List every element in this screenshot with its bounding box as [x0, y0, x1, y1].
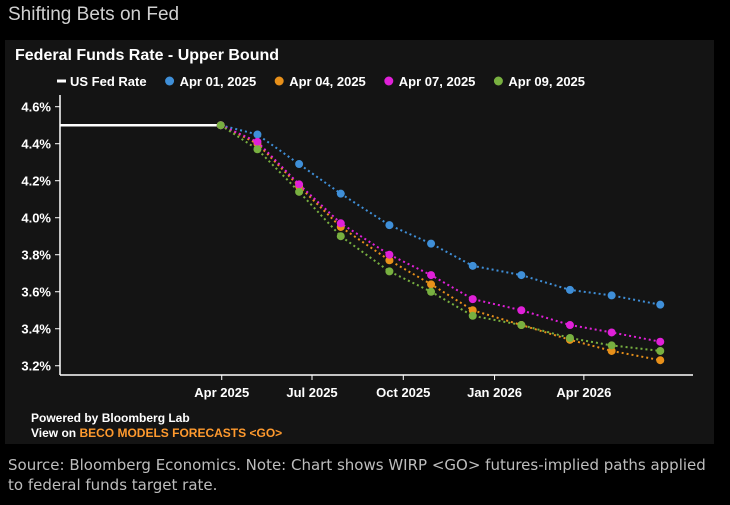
legend: US Fed Rate Apr 01, 2025 Apr 04, 2025 Apr 0…	[57, 74, 585, 89]
series-point	[295, 187, 304, 196]
series-point	[565, 285, 574, 294]
series-point	[468, 311, 477, 320]
series-line-1	[220, 124, 661, 306]
series-point	[607, 346, 616, 355]
view-on-text: View on BECO MODELS FORECASTS <GO>	[31, 426, 282, 440]
series-point	[517, 306, 526, 315]
legend-marker-dot	[493, 76, 503, 86]
fed-funds-chart: Federal Funds Rate - Upper Bound US Fed …	[15, 47, 693, 440]
y-tick-label: 3.8%	[21, 248, 51, 263]
view-on-prefix: View on	[31, 426, 79, 440]
series-point	[427, 280, 436, 289]
y-tick-label: 4.4%	[21, 137, 51, 152]
legend-label: US Fed Rate	[70, 74, 147, 89]
series-point	[385, 256, 394, 265]
headline: Shifting Bets on Fed	[8, 4, 180, 25]
legend-label: Apr 01, 2025	[180, 74, 257, 89]
y-axis: 3.2% 3.4% 3.6% 3.8% 4.0% 4.2% 4.4% 4.6%	[21, 95, 61, 375]
series-point	[336, 219, 345, 228]
series-point	[468, 261, 477, 270]
legend-label: Apr 04, 2025	[289, 74, 366, 89]
series-point	[385, 250, 394, 259]
series-point	[253, 145, 262, 154]
series-point	[427, 239, 436, 248]
series-point	[656, 356, 665, 365]
series-line-3	[220, 124, 661, 343]
legend-label: Apr 09, 2025	[508, 74, 585, 89]
series-point	[656, 300, 665, 309]
series-group	[60, 121, 665, 365]
series-point	[216, 121, 225, 130]
x-tick-label: Apr 2026	[556, 385, 611, 400]
x-axis: Apr 2025 Jul 2025 Oct 2025 Jan 2026 Apr 2026	[60, 374, 693, 400]
chart-title: Federal Funds Rate - Upper Bound	[15, 47, 279, 64]
y-tick-label: 3.4%	[21, 322, 51, 337]
series-point	[468, 295, 477, 304]
series-point	[253, 137, 262, 146]
x-tick-label: Jul 2025	[286, 385, 337, 400]
series-point	[607, 328, 616, 337]
series-point	[336, 232, 345, 241]
legend-marker-dot	[384, 76, 394, 86]
series-point	[517, 321, 526, 330]
series-point	[607, 291, 616, 300]
series-point	[565, 321, 574, 330]
x-tick-label: Apr 2025	[194, 385, 249, 400]
series-point	[427, 271, 436, 280]
series-point	[336, 189, 345, 198]
x-tick-label: Oct 2025	[376, 385, 430, 400]
series-point	[607, 341, 616, 350]
series-point	[656, 346, 665, 355]
series-point	[656, 337, 665, 346]
powered-by-text: Powered by Bloomberg Lab	[31, 411, 190, 425]
y-tick-label: 4.2%	[21, 174, 51, 189]
series-point	[385, 221, 394, 230]
x-tick-label: Jan 2026	[467, 385, 522, 400]
series-point	[385, 267, 394, 276]
legend-label: Apr 07, 2025	[399, 74, 476, 89]
series-line-4	[220, 124, 661, 352]
y-tick-label: 4.0%	[21, 211, 51, 226]
series-point	[295, 180, 304, 189]
series-line-2	[220, 124, 661, 362]
series-point	[468, 306, 477, 315]
y-tick-label: 3.6%	[21, 285, 51, 300]
chart-panel: Federal Funds Rate - Upper Bound US Fed …	[5, 40, 714, 444]
legend-marker-dot	[274, 76, 284, 86]
y-tick-label: 3.2%	[21, 359, 51, 374]
legend-marker-dot	[165, 76, 175, 86]
series-point	[253, 130, 262, 139]
beco-forecasts-link[interactable]: BECO MODELS FORECASTS <GO>	[79, 426, 282, 440]
series-point	[295, 160, 304, 169]
series-point	[565, 333, 574, 342]
source-note: Source: Bloomberg Economics. Note: Chart…	[8, 456, 706, 494]
series-point	[427, 287, 436, 296]
y-tick-label: 4.6%	[21, 100, 51, 115]
series-point	[517, 271, 526, 280]
